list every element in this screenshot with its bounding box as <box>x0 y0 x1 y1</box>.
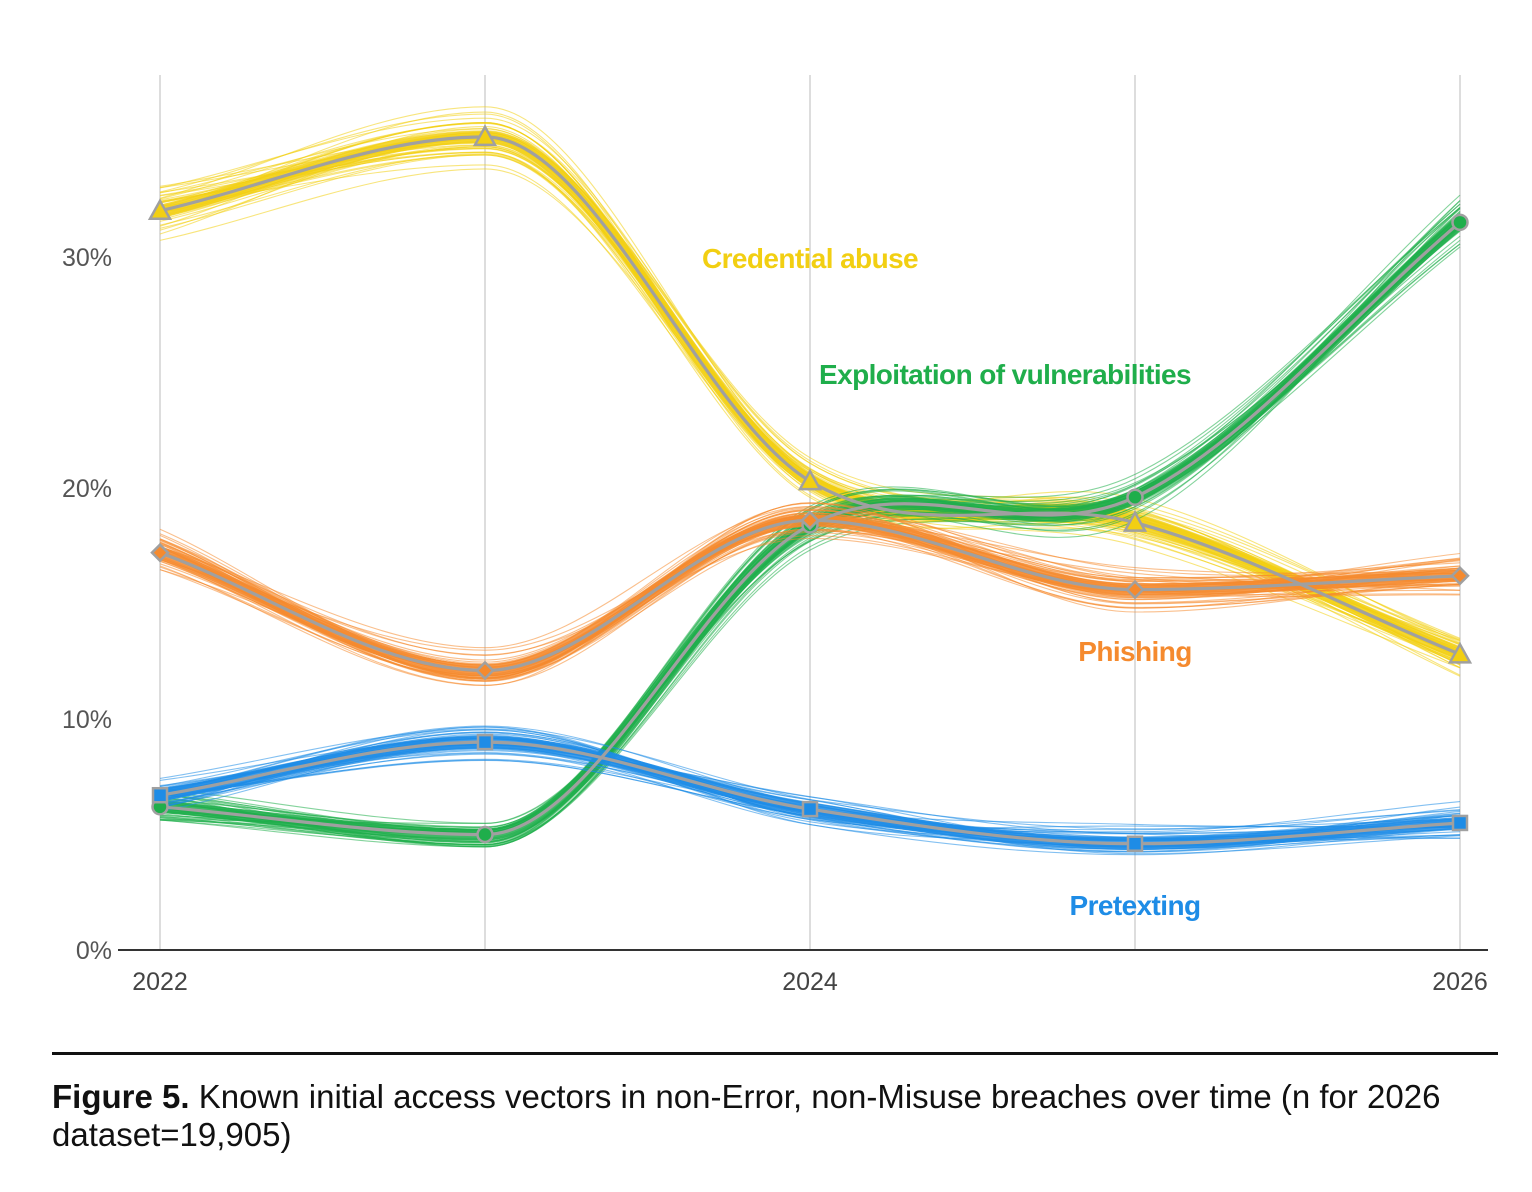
data-point-square <box>801 800 819 818</box>
data-point-square <box>476 733 494 751</box>
caption-text: Known initial access vectors in non-Erro… <box>52 1078 1441 1153</box>
series-label: Exploitation of vulnerabilities <box>819 359 1191 390</box>
data-point-diamond <box>1450 566 1470 586</box>
y-tick-label: 10% <box>62 706 112 734</box>
series-markers <box>147 124 1473 852</box>
data-point-triangle <box>472 124 498 147</box>
data-point-circle <box>1126 488 1144 506</box>
data-point-triangle <box>147 198 173 221</box>
line-chart: 0% 10% 20% 30% 2022 2024 2026 Credential abuse… <box>62 75 1488 996</box>
data-point-triangle <box>1447 641 1473 664</box>
y-tick-label: 0% <box>76 937 112 965</box>
series-label: Credential abuse <box>702 243 918 274</box>
x-tick-label: 2022 <box>132 968 188 996</box>
series-label: Phishing <box>1078 636 1191 667</box>
data-point-triangle <box>1122 510 1148 532</box>
data-point-diamond <box>475 660 495 681</box>
series-label: Pretexting <box>1070 890 1201 921</box>
data-point-circle <box>1451 213 1469 232</box>
data-point-triangle <box>797 468 823 491</box>
caption-label: Figure 5. <box>52 1078 190 1115</box>
y-tick-label: 20% <box>62 475 112 503</box>
data-point-diamond <box>800 510 820 531</box>
figure-caption: Figure 5. Known initial access vectors i… <box>52 1078 1492 1154</box>
data-point-square <box>151 786 169 804</box>
data-point-diamond <box>1125 579 1145 600</box>
data-point-square <box>1126 835 1144 852</box>
x-tick-label: 2024 <box>782 968 838 996</box>
data-point-diamond <box>150 542 170 563</box>
data-point-square <box>1451 814 1469 832</box>
series-line-credential-abuse <box>159 135 1461 656</box>
data-point-circle <box>476 825 494 844</box>
y-tick-label: 30% <box>62 244 112 272</box>
x-tick-label: 2026 <box>1432 968 1488 996</box>
axes: 0% 10% 20% 30% 2022 2024 2026 <box>62 244 1488 996</box>
series-labels: Credential abuse Exploitation of vulnerab… <box>702 243 1201 921</box>
caption-divider <box>52 1052 1498 1055</box>
